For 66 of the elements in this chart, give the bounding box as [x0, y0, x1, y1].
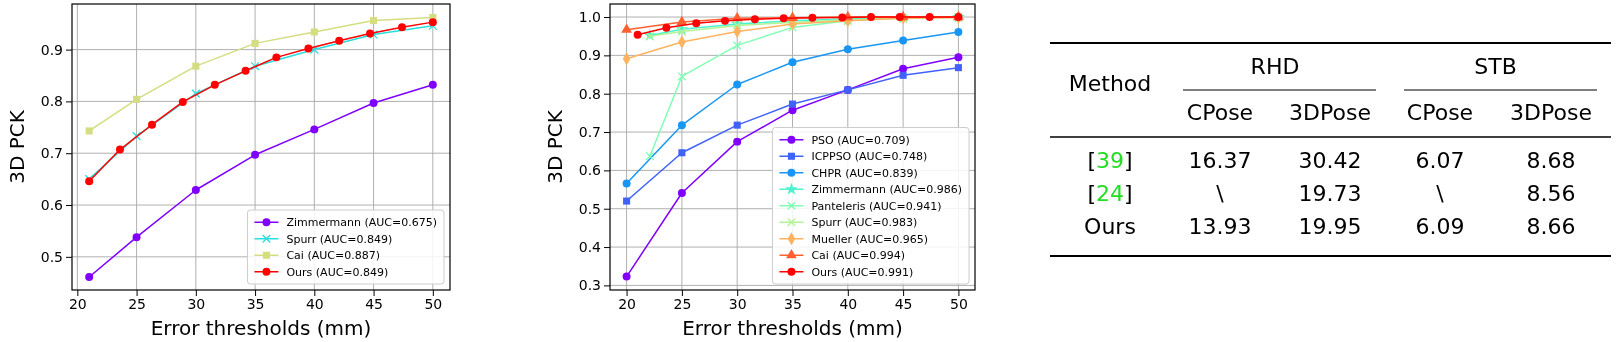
y-tick-label: 0.7: [578, 124, 601, 141]
y-tick-label: 0.9: [40, 41, 63, 58]
x-tick-label: 25: [673, 295, 692, 312]
legend-label: Cai (AUC=0.994): [811, 249, 905, 263]
text: [39]: [1087, 148, 1133, 173]
text: 3DPose: [1510, 100, 1592, 125]
legend-label: Ours (AUC=0.849): [286, 265, 389, 279]
x-tick-label: 25: [128, 295, 146, 312]
text: 16.37: [1188, 148, 1252, 173]
text: [24]: [1087, 181, 1133, 206]
text: 19.73: [1298, 181, 1362, 206]
y-tick-label: 0.9: [578, 47, 601, 64]
legend-label: Mueller (AUC=0.965): [811, 232, 929, 246]
y-tick-label: 0.5: [40, 248, 63, 265]
text: 3DPose: [1289, 100, 1371, 125]
text: STB: [1474, 54, 1517, 79]
y-tick-label: 0.6: [578, 162, 602, 179]
text: 19.95: [1298, 214, 1362, 239]
y-tick-label: 0.8: [40, 93, 63, 110]
y-axis-title: 3D PCK: [543, 109, 567, 184]
text: 8.66: [1526, 214, 1576, 239]
text: Ours: [1084, 214, 1136, 239]
text: 8.56: [1526, 181, 1576, 206]
x-tick-label: 40: [305, 295, 324, 312]
x-tick-label: 50: [424, 295, 443, 312]
x-axis-title: Error thresholds (mm): [150, 316, 372, 340]
legend-label: PSO (AUC=0.709): [811, 133, 910, 147]
legend-label: Zimmermann (AUC=0.675): [286, 216, 437, 230]
y-tick-label: 0.8: [578, 85, 601, 102]
text: CPose: [1186, 100, 1254, 125]
x-tick-label: 30: [187, 295, 206, 312]
x-tick-label: 20: [618, 295, 636, 312]
text: 13.93: [1188, 214, 1252, 239]
x-tick-label: 35: [784, 295, 802, 312]
y-tick-label: 0.6: [40, 197, 64, 214]
y-tick-label: 1.0: [578, 9, 601, 26]
text: \: [1216, 181, 1225, 206]
text: Method: [1068, 71, 1152, 96]
legend-label: Spurr (AUC=0.983): [811, 216, 918, 230]
legend-label: ICPPSO (AUC=0.748): [811, 150, 928, 164]
text: 6.09: [1415, 214, 1465, 239]
text: 6.07: [1415, 148, 1465, 173]
x-tick-label: 45: [365, 295, 383, 312]
y-tick-label: 0.4: [578, 239, 602, 256]
text: 8.68: [1526, 148, 1576, 173]
legend-label: CHPR (AUC=0.839): [811, 166, 918, 180]
y-axis-title: 3D PCK: [5, 109, 29, 184]
x-tick-label: 40: [839, 295, 858, 312]
y-tick-label: 0.5: [578, 200, 601, 217]
y-tick-label: 0.3: [578, 277, 601, 294]
text: CPose: [1406, 100, 1474, 125]
legend-label: Ours (AUC=0.991): [811, 265, 914, 279]
x-tick-label: 20: [68, 295, 87, 312]
x-tick-label: 30: [728, 295, 747, 312]
text: 30.42: [1298, 148, 1362, 173]
legend-label: Spurr (AUC=0.849): [286, 232, 393, 246]
x-tick-label: 35: [246, 295, 265, 312]
x-axis-title: Error thresholds (mm): [682, 316, 903, 340]
legend-label: Panteleris (AUC=0.941): [811, 199, 942, 213]
text: \: [1436, 181, 1445, 206]
legend-label: Cai (AUC=0.887): [286, 249, 380, 263]
x-tick-label: 50: [950, 295, 968, 312]
legend-label: Zimmermann (AUC=0.986): [811, 183, 962, 197]
y-tick-label: 0.7: [40, 145, 63, 162]
x-tick-label: 45: [894, 295, 913, 312]
text: RHD: [1250, 54, 1300, 79]
